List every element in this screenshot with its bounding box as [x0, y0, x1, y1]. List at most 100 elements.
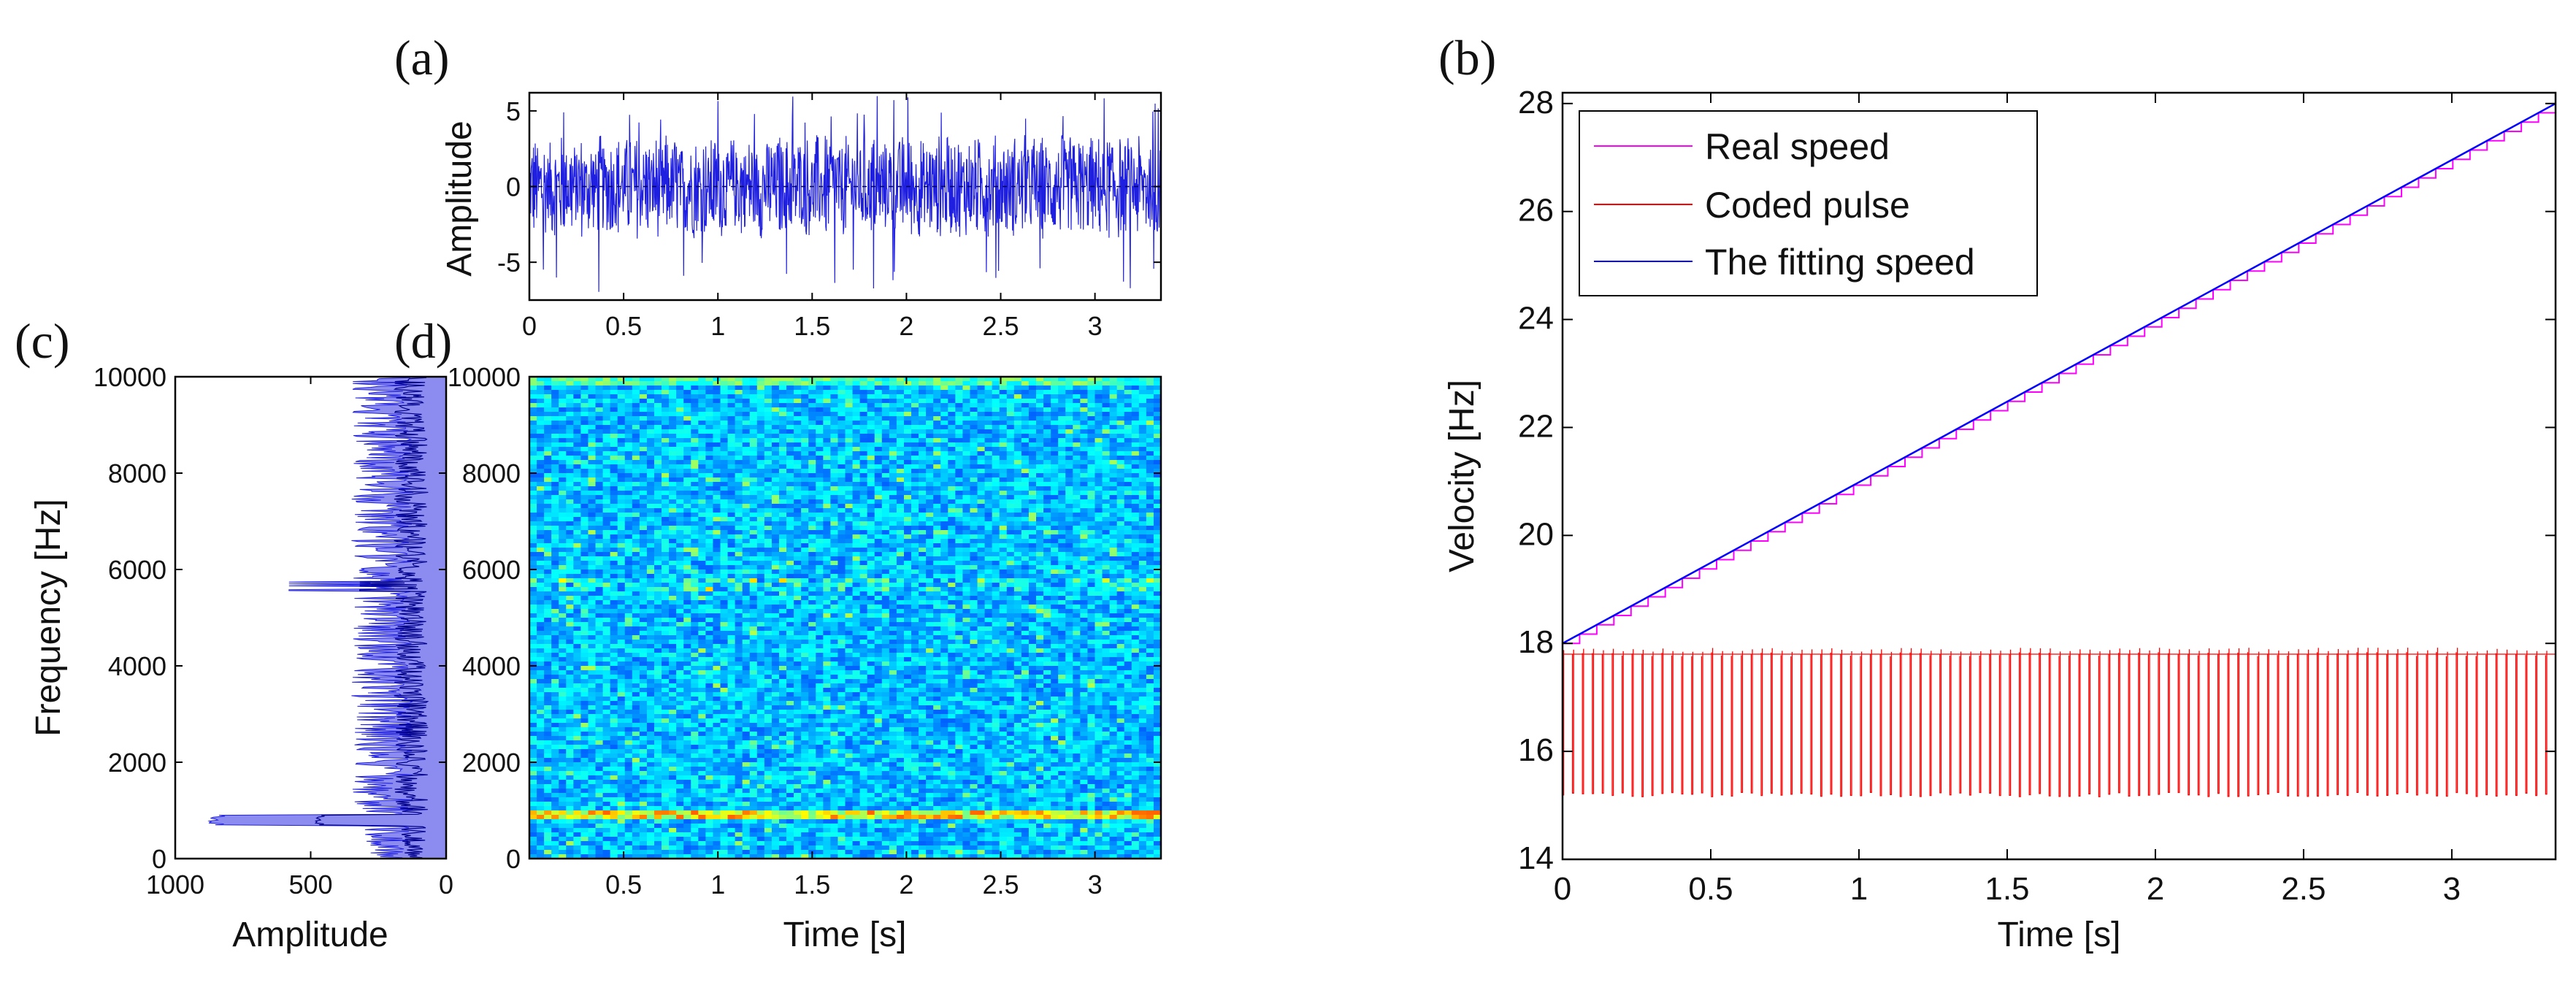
heatmap-cell [749, 758, 758, 763]
heatmap-cell [691, 513, 699, 518]
heatmap-cell [529, 666, 537, 671]
heatmap-cell [808, 705, 816, 710]
heatmap-cell [816, 609, 824, 614]
heatmap-cell [764, 583, 773, 588]
heatmap-cell [801, 718, 809, 724]
heatmap-cell [639, 407, 648, 413]
heatmap-cell [713, 399, 721, 404]
heatmap-cell [646, 469, 655, 474]
heatmap-cell [735, 381, 743, 386]
heatmap-cell [544, 841, 552, 846]
heatmap-cell [705, 530, 714, 535]
heatmap-cell [705, 749, 714, 754]
heatmap-cell [669, 618, 677, 623]
heatmap-cell [778, 385, 787, 391]
heatmap-cell [595, 543, 604, 548]
heatmap-cell [786, 710, 794, 715]
heatmap-cell [662, 521, 670, 526]
heatmap-cell [801, 390, 809, 395]
heatmap-cell [713, 657, 721, 662]
heatmap-cell [720, 832, 729, 837]
heatmap-cell [646, 456, 655, 461]
heatmap-cell [544, 491, 552, 496]
heatmap-cell [749, 635, 758, 640]
heatmap-cell [816, 815, 824, 820]
heatmap-cell [816, 429, 824, 434]
heatmap-cell [624, 850, 633, 855]
heatmap-cell [602, 407, 611, 413]
heatmap-cell [735, 767, 743, 772]
heatmap-cell [595, 464, 604, 469]
heatmap-cell [551, 609, 559, 614]
heatmap-cell [588, 477, 597, 483]
heatmap-cell [691, 622, 699, 627]
heatmap-cell [705, 661, 714, 667]
heatmap-cell [823, 438, 831, 443]
heatmap-cell [653, 727, 662, 732]
heatmap-cell [676, 451, 684, 456]
heatmap-cell [683, 797, 691, 802]
heatmap-cell [559, 824, 567, 829]
heatmap-cell [720, 688, 729, 693]
heatmap-cell [544, 442, 552, 448]
heatmap-cell [624, 697, 633, 702]
heatmap-cell [610, 771, 618, 776]
heatmap-cell [551, 390, 559, 395]
heatmap-cell [778, 824, 787, 829]
heatmap-cell [801, 692, 809, 697]
heatmap-cell [602, 657, 611, 662]
heatmap-cell [823, 534, 831, 540]
heatmap-cell [559, 587, 567, 592]
heatmap-cell [580, 753, 589, 759]
heatmap-cell [676, 661, 684, 667]
heatmap-cell [764, 530, 773, 535]
heatmap-cell [669, 429, 677, 434]
heatmap-cell [559, 377, 567, 382]
heatmap-cell [698, 482, 706, 487]
heatmap-cell [595, 626, 604, 632]
heatmap-cell [698, 561, 706, 566]
heatmap-cell [691, 561, 699, 566]
heatmap-cell [771, 626, 780, 632]
heatmap-cell [720, 824, 729, 829]
heatmap-cell [756, 613, 765, 618]
heatmap-cell [749, 723, 758, 728]
heatmap-cell [595, 723, 604, 728]
heatmap-cell [683, 644, 691, 649]
heatmap-cell [801, 394, 809, 399]
heatmap-cell [595, 539, 604, 544]
heatmap-cell [610, 797, 618, 802]
heatmap-cell [639, 425, 648, 430]
heatmap-cell [727, 802, 736, 807]
heatmap-cell [801, 403, 809, 408]
heatmap-cell [691, 753, 699, 759]
heatmap-cell [580, 789, 589, 794]
heatmap-cell [837, 793, 846, 798]
heatmap-cell [845, 425, 854, 430]
heatmap-cell [639, 688, 648, 693]
heatmap-cell [624, 416, 633, 421]
heatmap-cell [778, 697, 787, 702]
heatmap-cell [852, 675, 861, 680]
heatmap-cell [551, 561, 559, 566]
heatmap-cell [646, 421, 655, 426]
heatmap-cell [756, 473, 765, 478]
heatmap-cell [588, 767, 597, 772]
heatmap-cell [602, 442, 611, 448]
heatmap-cell [551, 701, 559, 706]
heatmap-cell [624, 499, 633, 505]
heatmap-cell [529, 425, 537, 430]
heatmap-cell [801, 802, 809, 807]
heatmap-cell [632, 609, 640, 614]
heatmap-cell [823, 381, 831, 386]
heatmap-cell [537, 434, 545, 439]
heatmap-cell [580, 504, 589, 509]
heatmap-cell [624, 473, 633, 478]
heatmap-cell [595, 793, 604, 798]
heatmap-cell [837, 767, 846, 772]
heatmap-cell [845, 789, 854, 794]
heatmap-cell [816, 412, 824, 417]
heatmap-cell [683, 710, 691, 715]
heatmap-cell [551, 539, 559, 544]
heatmap-cell [771, 701, 780, 706]
